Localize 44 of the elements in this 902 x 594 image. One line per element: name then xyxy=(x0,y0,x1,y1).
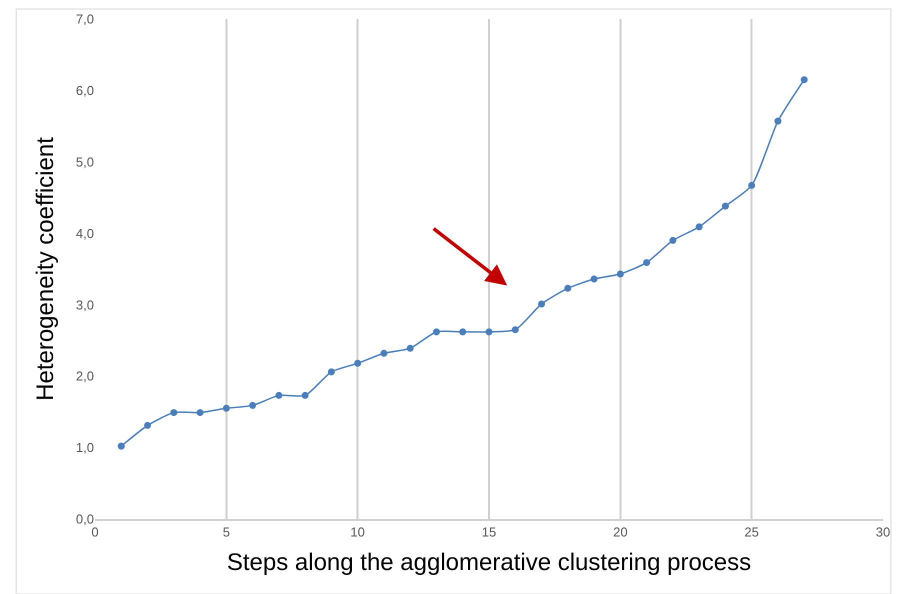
point xyxy=(196,409,204,416)
point xyxy=(590,276,598,282)
point xyxy=(222,404,230,412)
x-tick-label: 30 xyxy=(876,524,890,540)
y-tick-label: 5,0 xyxy=(76,154,94,170)
x-tick-label: 10 xyxy=(350,524,365,540)
x-tick-label: 5 xyxy=(222,524,230,540)
x-tick-label: 0 xyxy=(91,524,99,540)
point xyxy=(302,392,309,399)
y-tick-label: 2,0 xyxy=(76,368,94,384)
point xyxy=(459,328,466,336)
point xyxy=(538,300,546,308)
x-tick-label: 20 xyxy=(613,524,628,540)
y-tick-label: 6,0 xyxy=(76,82,94,98)
point xyxy=(564,284,572,292)
point xyxy=(328,368,335,376)
point xyxy=(748,182,756,189)
point xyxy=(406,344,414,352)
point xyxy=(380,350,388,357)
point xyxy=(170,409,178,416)
y-axis-title: Heterogeneity coefficient xyxy=(32,136,60,401)
point xyxy=(354,360,362,367)
point xyxy=(800,76,808,84)
point xyxy=(616,270,624,278)
point xyxy=(512,326,519,334)
point xyxy=(432,328,440,336)
point xyxy=(249,402,256,409)
point xyxy=(643,259,650,266)
point xyxy=(669,236,676,244)
x-axis-title: Steps along the agglomerative clustering process xyxy=(226,549,752,576)
point xyxy=(696,223,703,230)
y-tick-label: 1,0 xyxy=(76,440,94,456)
y-tick-label: 4,0 xyxy=(76,226,94,241)
x-tick-label: 15 xyxy=(482,524,496,540)
point xyxy=(144,422,152,429)
x-tick-label: 25 xyxy=(744,524,759,540)
y-tick-label: 7,0 xyxy=(76,12,94,27)
point xyxy=(486,328,492,336)
point xyxy=(118,442,125,450)
point xyxy=(275,392,282,399)
y-tick-label: 3,0 xyxy=(76,297,94,312)
point xyxy=(722,202,729,210)
y-tick-label: 0,0 xyxy=(76,512,94,527)
point xyxy=(774,118,782,125)
